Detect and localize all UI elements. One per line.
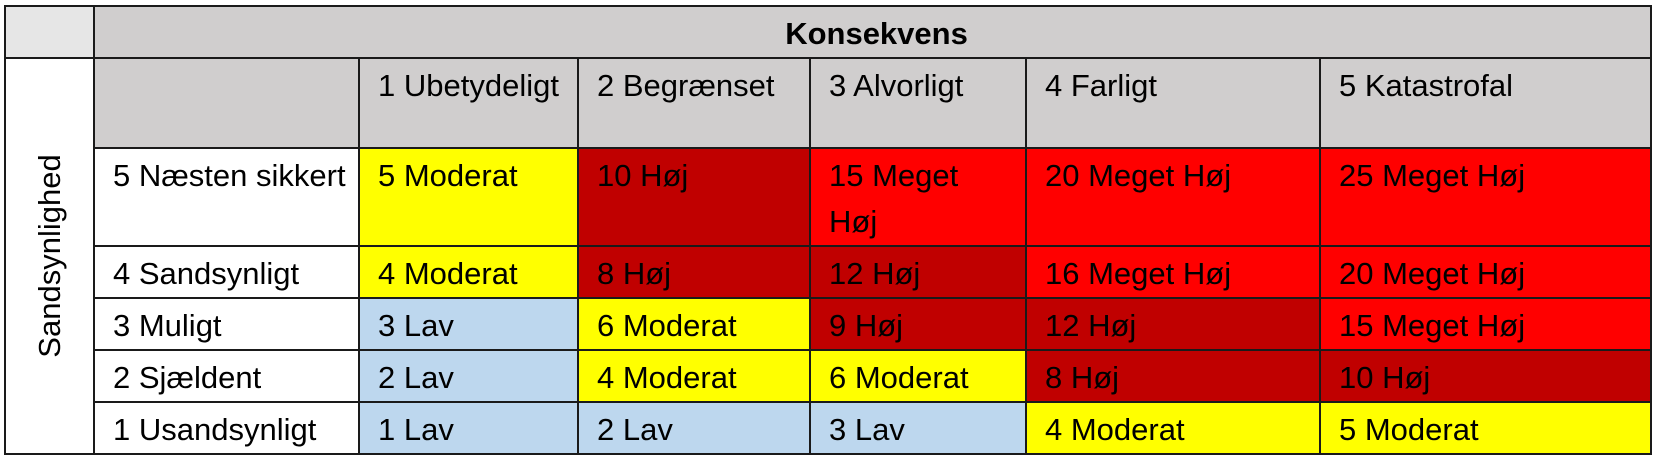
risk-matrix-table: Konsekvens Sandsynlighed 1 Ubetydeligt 2… xyxy=(4,5,1653,455)
row-header: 1 Usandsynligt xyxy=(93,401,360,455)
column-header: 1 Ubetydeligt xyxy=(358,57,579,149)
risk-cell: 6 Moderat xyxy=(809,349,1027,403)
risk-cell: 12 Høj xyxy=(1025,297,1321,351)
column-header: 5 Katastrofal xyxy=(1318,57,1653,149)
sandsynlighed-label: Sandsynlighed xyxy=(31,154,67,358)
risk-cell: 8 Høj xyxy=(1025,349,1321,403)
corner-cell xyxy=(4,5,95,59)
konsekvens-header: Konsekvens xyxy=(92,5,1653,59)
table-row: 2 Sjældent 2 Lav 4 Moderat 6 Moderat 8 H… xyxy=(5,349,1653,403)
risk-cell: 10 Høj xyxy=(1318,349,1653,403)
risk-cell: 3 Lav xyxy=(809,401,1027,455)
column-header: 2 Begrænset xyxy=(577,57,811,149)
table-row: 4 Sandsynligt 4 Moderat 8 Høj 12 Høj 16 … xyxy=(5,245,1653,299)
row-header: 2 Sjældent xyxy=(93,349,360,403)
risk-cell: 5 Moderat xyxy=(1318,401,1653,455)
risk-cell: 6 Moderat xyxy=(577,297,811,351)
risk-cell: 4 Moderat xyxy=(577,349,811,403)
risk-cell: 25 Meget Høj xyxy=(1318,147,1653,247)
risk-cell: 1 Lav xyxy=(358,401,579,455)
risk-cell: 20 Meget Høj xyxy=(1025,147,1321,247)
risk-cell: 8 Høj xyxy=(577,245,811,299)
row-header: 5 Næsten sikkert xyxy=(93,147,360,247)
risk-cell: 12 Høj xyxy=(809,245,1027,299)
risk-cell: 15 Meget Høj xyxy=(809,147,1027,247)
column-header: 3 Alvorligt xyxy=(809,57,1027,149)
risk-cell: 3 Lav xyxy=(358,297,579,351)
table-row: 5 Næsten sikkert 5 Moderat 10 Høj 15 Meg… xyxy=(5,147,1653,247)
risk-cell: 10 Høj xyxy=(577,147,811,247)
risk-cell: 2 Lav xyxy=(358,349,579,403)
risk-cell: 4 Moderat xyxy=(358,245,579,299)
table-row: 3 Muligt 3 Lav 6 Moderat 9 Høj 12 Høj 15… xyxy=(5,297,1653,351)
risk-cell: 9 Høj xyxy=(809,297,1027,351)
row-header: 3 Muligt xyxy=(93,297,360,351)
column-header: 4 Farligt xyxy=(1025,57,1321,149)
table-row: 1 Usandsynligt 1 Lav 2 Lav 3 Lav 4 Moder… xyxy=(5,401,1653,455)
risk-cell: 16 Meget Høj xyxy=(1025,245,1321,299)
row-header: 4 Sandsynligt xyxy=(93,245,360,299)
risk-cell: 4 Moderat xyxy=(1025,401,1321,455)
risk-cell: 15 Meget Høj xyxy=(1318,297,1653,351)
risk-cell: 5 Moderat xyxy=(358,147,579,247)
risk-cell: 2 Lav xyxy=(577,401,811,455)
empty-header-cell xyxy=(93,57,360,149)
risk-cell: 20 Meget Høj xyxy=(1318,245,1653,299)
sandsynlighed-axis: Sandsynlighed xyxy=(4,57,95,455)
